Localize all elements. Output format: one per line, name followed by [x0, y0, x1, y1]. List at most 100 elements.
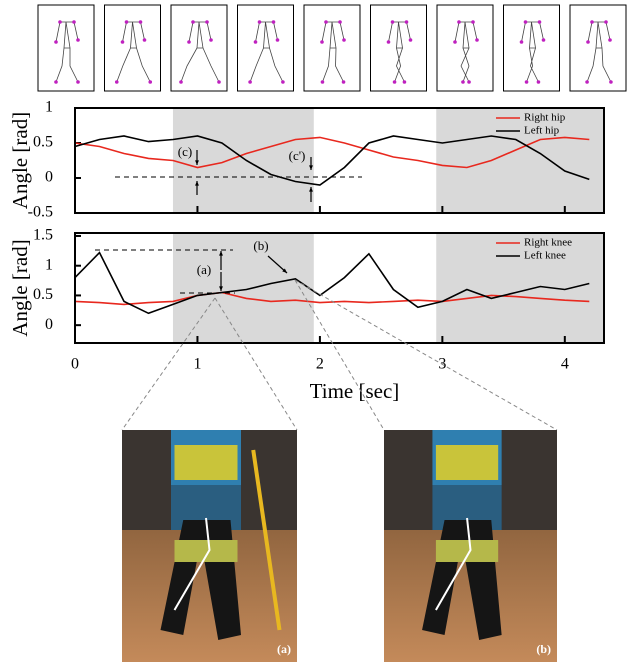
figure-joint	[209, 38, 213, 42]
annotation: (b)	[253, 238, 268, 253]
arrow-head	[309, 187, 313, 192]
photos: (a) (b)	[121, 279, 558, 662]
y-axis-label: Angle [rad]	[8, 112, 32, 209]
figure-joint	[609, 80, 613, 84]
figure-joint	[120, 40, 125, 44]
figure-joint	[54, 80, 58, 84]
photo-kneepad	[174, 540, 238, 562]
figure-joint	[585, 80, 589, 84]
y-tick-label: 1	[45, 256, 53, 273]
photo-marker	[173, 517, 211, 611]
figure-joint	[608, 38, 612, 42]
figure-joint	[604, 20, 608, 24]
figure-joint	[341, 80, 346, 84]
figure-joint	[475, 38, 479, 42]
figure-joint	[338, 20, 342, 24]
series-line	[74, 251, 590, 315]
figure-joint	[271, 20, 276, 24]
figure-joint	[187, 40, 191, 44]
annotation: (c)	[178, 144, 192, 159]
y-tick-label: 1.5	[33, 227, 53, 244]
photo: (a)	[122, 430, 297, 662]
figure-joint	[320, 80, 325, 84]
stick-figures	[37, 4, 627, 92]
plot-frame	[74, 107, 605, 214]
figure-joint	[536, 80, 541, 84]
photo-cane	[251, 449, 282, 631]
photo: (b)	[384, 430, 557, 662]
figure-joint	[324, 20, 328, 24]
x-tick-label: 1	[193, 356, 201, 373]
legend-label: Right hip	[524, 112, 566, 124]
shaded-span	[436, 233, 604, 343]
annotation: (c')	[289, 148, 306, 163]
arrow-head	[195, 181, 199, 186]
photo-kneepad	[435, 540, 499, 562]
figure-joint	[390, 20, 395, 24]
figure-body	[55, 21, 79, 83]
arrow-head	[219, 251, 223, 256]
figure-joint	[523, 20, 528, 24]
arrow-head	[309, 165, 313, 170]
figure-joint	[217, 80, 221, 84]
figure-joint	[541, 38, 546, 42]
figure-joint	[114, 80, 119, 84]
figure-joint	[467, 80, 471, 84]
x-tick-label: 2	[316, 356, 324, 373]
figure-joint	[142, 38, 147, 42]
photo-harness	[435, 445, 499, 480]
connector	[214, 297, 298, 431]
series-line	[74, 135, 590, 186]
figure-body	[249, 21, 284, 83]
figure-joint	[248, 80, 252, 84]
x-tick-label: 0	[71, 356, 79, 373]
figure-body	[521, 21, 544, 83]
figure-joint	[179, 80, 183, 84]
legend-label: Left knee	[524, 250, 566, 262]
y-axis-label: Angle [rad]	[8, 239, 32, 336]
figure-body	[180, 21, 220, 83]
figure-joint	[253, 40, 258, 44]
y-tick-label: -0.5	[28, 204, 53, 221]
connector	[294, 279, 385, 431]
figure-joint	[58, 20, 62, 24]
arrow-head	[282, 268, 287, 273]
figure-joint	[471, 20, 475, 24]
figure-joint	[453, 40, 457, 44]
figure-joint	[590, 20, 594, 24]
figure-joint	[402, 80, 407, 84]
figure-joint	[54, 40, 58, 44]
shaded-span	[436, 108, 604, 213]
figure-joint	[457, 20, 461, 24]
annotation: (a)	[197, 262, 211, 277]
y-tick-label: 0.5	[33, 134, 53, 151]
figure-joint	[191, 20, 195, 24]
arrow-head	[195, 160, 199, 165]
photo-harness	[174, 445, 238, 480]
figure-joint	[392, 80, 397, 84]
plot-frame	[74, 232, 605, 344]
arrow-head	[219, 286, 223, 291]
series-line	[74, 136, 590, 169]
figure-joint	[320, 40, 324, 44]
figure-joint	[124, 20, 129, 24]
connector	[294, 279, 558, 431]
figure-body	[388, 21, 411, 83]
figure-joint	[586, 40, 590, 44]
figure-body	[586, 21, 612, 83]
figure-joint	[537, 20, 542, 24]
x-axis-label: Time [sec]	[310, 379, 400, 403]
figure-joint	[519, 40, 524, 44]
figure-body	[321, 21, 345, 83]
figure-joint	[461, 80, 465, 84]
photo-label: (a)	[277, 642, 291, 656]
y-tick-label: 0	[45, 316, 53, 333]
y-tick-label: 0.5	[33, 286, 53, 303]
figure-body	[116, 21, 151, 83]
figure-joint	[148, 80, 153, 84]
figure-joint	[138, 20, 143, 24]
figure-joint	[408, 38, 413, 42]
figure-joint	[342, 38, 346, 42]
legend-label: Left hip	[524, 125, 560, 137]
